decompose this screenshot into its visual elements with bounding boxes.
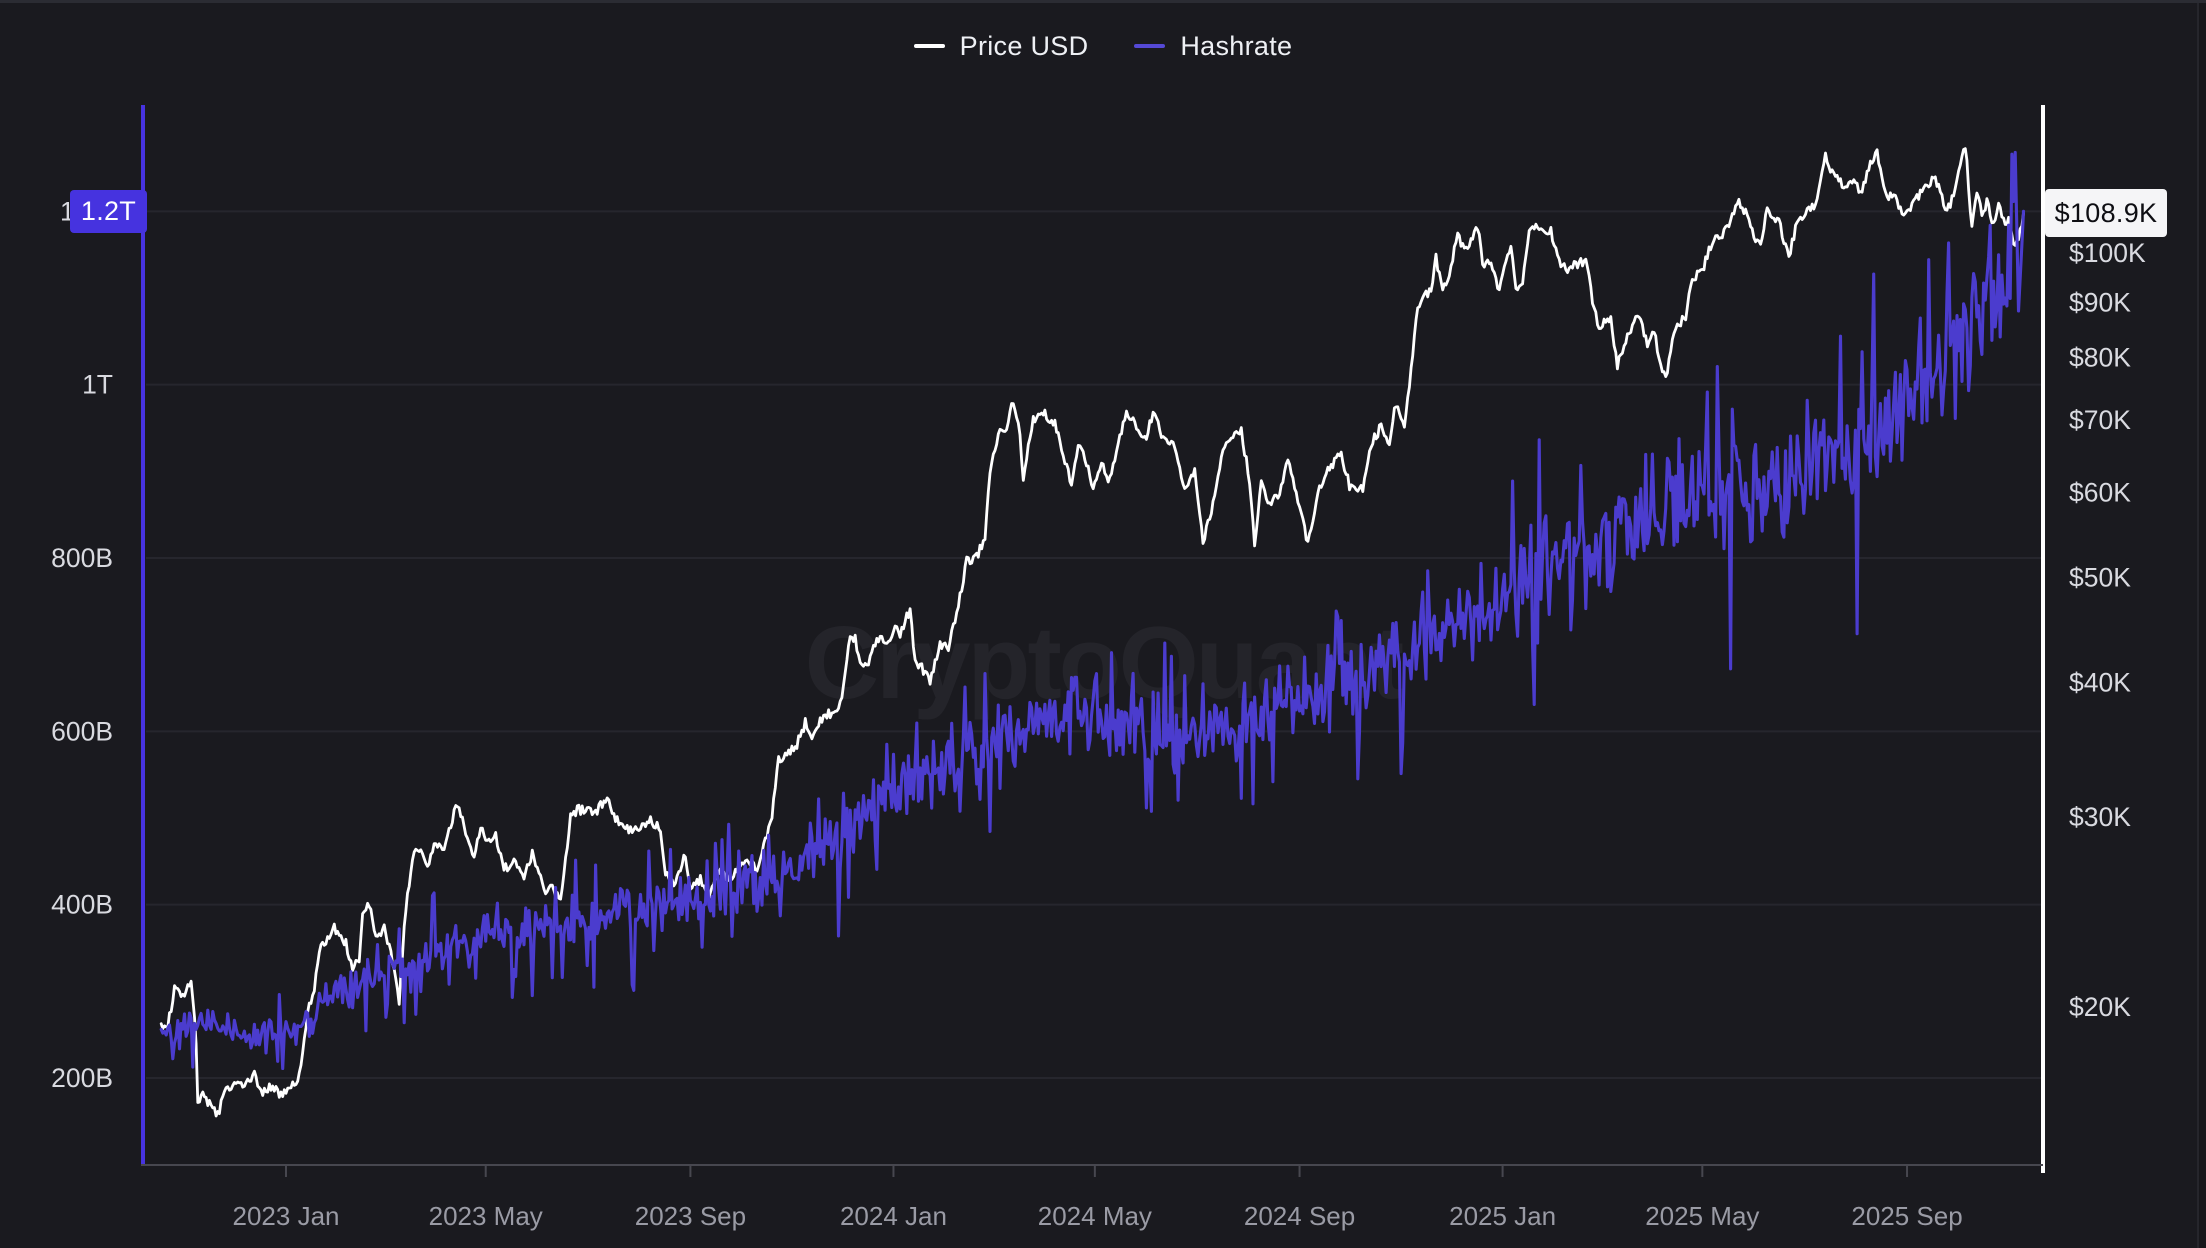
price-line-swatch-icon	[913, 44, 945, 48]
hashrate-line[interactable]	[159, 150, 2026, 1071]
legend-label-hashrate: Hashrate	[1180, 30, 1293, 61]
left-axis-tick-1T: 1T	[82, 370, 113, 400]
left-axis-tick-800B: 800B	[51, 543, 113, 573]
right-axis-tick-$20K: $20K	[2069, 992, 2131, 1022]
x-axis-tick-2025 Jan: 2025 Jan	[1449, 1201, 1556, 1231]
right-axis-tick-$50K: $50K	[2069, 563, 2131, 593]
left-axis-line	[141, 105, 145, 1165]
panel-right-divider	[2197, 3, 2199, 1248]
left-axis-tick-600B: 600B	[51, 716, 113, 746]
x-axis-tick-2023 Jan: 2023 Jan	[233, 1201, 340, 1231]
x-axis-tick-2024 Sep: 2024 Sep	[1244, 1201, 1355, 1231]
x-axis-tick-2025 May: 2025 May	[1645, 1201, 1759, 1231]
right-axis-tick-$90K: $90K	[2069, 287, 2131, 317]
left-axis-tick-200B: 200B	[51, 1063, 113, 1093]
panel-right-gutter	[2199, 3, 2206, 1248]
legend-item-hashrate[interactable]: Hashrate	[1134, 31, 1292, 62]
right-axis-tick-$30K: $30K	[2069, 802, 2131, 832]
hashrate-last-value-text: 1.2T	[80, 195, 137, 226]
x-axis-tick-2023 May: 2023 May	[429, 1201, 543, 1231]
price-last-value-badge: $108.9K	[2045, 189, 2167, 238]
legend-label-price-usd: Price USD	[959, 30, 1089, 61]
right-axis-tick-$80K: $80K	[2069, 343, 2131, 373]
right-axis-line	[2041, 105, 2045, 1173]
price-last-value-text: $108.9K	[2054, 197, 2158, 228]
left-axis-tick-400B: 400B	[51, 890, 113, 920]
hashrate-last-value-badge: 1.2T	[70, 189, 147, 233]
right-axis-tick-$70K: $70K	[2069, 405, 2131, 435]
legend-item-price-usd[interactable]: Price USD	[913, 30, 1089, 62]
right-axis-tick-$100K: $100K	[2069, 238, 2146, 268]
right-axis-tick-$40K: $40K	[2069, 667, 2131, 697]
chart-legend: Price USD Hashrate	[0, 27, 2206, 65]
panel-top-border	[0, 0, 2206, 3]
hashrate-line-swatch-icon	[1134, 44, 1166, 48]
price-usd-line[interactable]	[159, 147, 2025, 1118]
x-axis-tick-2024 Jan: 2024 Jan	[840, 1201, 947, 1231]
x-axis-tick-2023 Sep: 2023 Sep	[635, 1201, 746, 1231]
right-axis-tick-$60K: $60K	[2069, 477, 2131, 507]
x-axis-tick-2025 Sep: 2025 Sep	[1851, 1201, 1962, 1231]
x-axis-tick-2024 May: 2024 May	[1038, 1201, 1152, 1231]
